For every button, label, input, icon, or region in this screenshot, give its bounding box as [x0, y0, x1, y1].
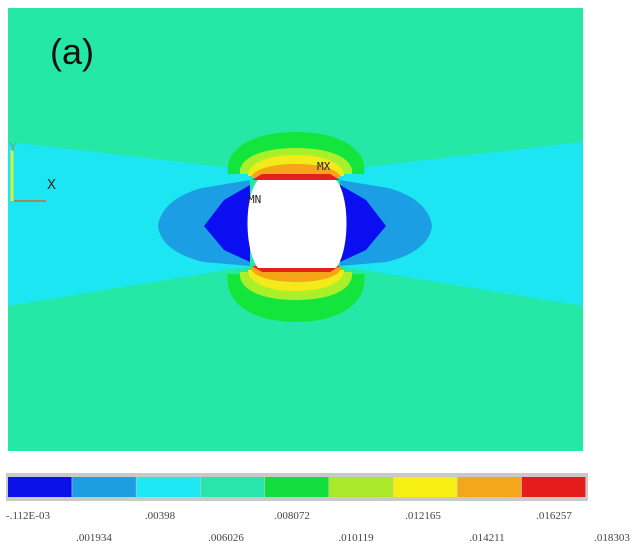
legend-tick-upper-3: .008072	[274, 510, 310, 522]
legend-tick-lower-3: .010119	[338, 532, 374, 544]
legend-tick-upper-5: .016257	[536, 510, 572, 522]
legend-swatch-9	[521, 477, 586, 497]
x-axis-label: X	[47, 177, 57, 194]
legend-tick-lower-5: .018303	[594, 532, 630, 544]
y-axis-label: Y	[9, 140, 17, 155]
hole	[247, 180, 347, 268]
legend-swatch-3	[136, 477, 201, 497]
legend-swatch-4	[200, 477, 265, 497]
contour-light-blue-band	[8, 142, 583, 306]
contour-dark-blue-left	[204, 185, 250, 262]
legend-swatch-2	[72, 477, 136, 497]
contour-red-top	[252, 174, 340, 180]
legend-swatch-1	[8, 477, 72, 497]
legend-swatches	[8, 477, 586, 497]
legend-swatch-7	[393, 477, 457, 497]
legend-swatch-6	[329, 477, 393, 497]
legend-tick-upper-1: -.112E-03	[6, 510, 50, 522]
legend-tick-lower-4: .014211	[469, 532, 505, 544]
legend-tick-upper-4: .012165	[405, 510, 441, 522]
legend-tick-lower-1: .001934	[76, 532, 112, 544]
legend-swatch-5	[264, 477, 329, 497]
max-marker: MX	[317, 160, 331, 173]
min-marker: MN	[248, 193, 262, 206]
panel-label: (a)	[50, 31, 94, 72]
legend-swatch-8	[457, 477, 522, 497]
legend-tick-upper-2: .00398	[144, 510, 176, 522]
legend-tick-lower-2: .006026	[208, 532, 244, 544]
contour-dark-blue-right	[340, 185, 386, 262]
